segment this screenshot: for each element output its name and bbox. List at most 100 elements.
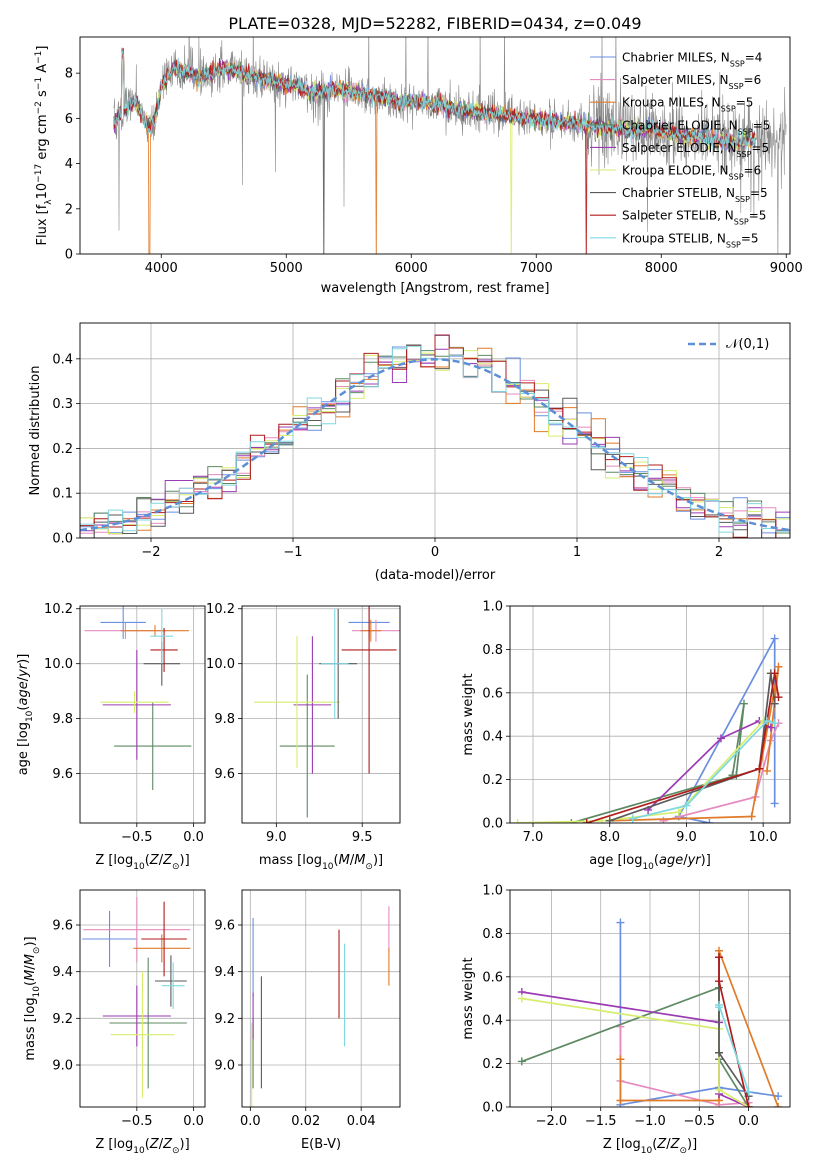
legend-n: =5 [751, 141, 769, 155]
mass-weight-marker [616, 918, 625, 927]
label-part: ( [23, 981, 38, 986]
plot-area [113, 37, 787, 254]
mass-weight-line [586, 673, 780, 823]
label-part: s [35, 90, 50, 101]
plot-area [80, 890, 205, 1107]
legend-entry: Chabrier MILES, NSSP=4 [622, 51, 762, 69]
mass-weight-marker [517, 1057, 526, 1066]
panel-mass-vs-Z: −0.5 0.09.09.29.49.6Z [log10(Z/Z⊙)]mass [… [23, 889, 206, 1156]
label-part: ⊙ [172, 862, 180, 872]
mass-weight-line [521, 997, 750, 1107]
legend-entry: Chabrier STELIB, NSSP=5 [622, 186, 768, 204]
label-part: )] [16, 654, 31, 664]
y-tick-label: 9.2 [52, 1012, 73, 1027]
x-tick-label: −0.5 [121, 1114, 153, 1129]
label-part: / [666, 1137, 671, 1152]
axes-frame [241, 889, 401, 1108]
y-tick-label: 0.6 [482, 970, 503, 985]
mass-weight-marker [744, 1103, 753, 1107]
y-tick-label: 2 [65, 202, 73, 217]
axes-frame [79, 36, 791, 255]
y-tick-label: 0.6 [482, 686, 503, 701]
y-axis-label: mass weight [461, 957, 476, 1039]
label-part: ⊙ [32, 947, 42, 955]
legend-entry: Salpeter STELIB, NSSP=5 [622, 209, 766, 227]
axes-frame [79, 322, 791, 539]
label-part: )] [23, 936, 38, 946]
mass-weight-marker [513, 819, 522, 823]
mass-weight-line [718, 957, 750, 1097]
mass-weight-marker [770, 719, 779, 728]
legend-entry: Salpeter ELODIE, NSSP=5 [622, 141, 769, 159]
y-tick-label: 0.1 [52, 487, 73, 502]
y-tick-label: 0.4 [52, 352, 73, 367]
x-tick-label: 0.0 [738, 1114, 759, 1129]
label-part: ⊙ [365, 862, 373, 872]
panel-spectrum: 4000 5000 6000 7000 8000 9000 0 2 4 6 8 wavelength … [34, 36, 803, 296]
label-part: ( [654, 853, 659, 868]
y-axis-label: mass [log10(M/M⊙)] [23, 936, 42, 1060]
label-part: 10 [32, 986, 42, 998]
mass-weight-marker [770, 634, 779, 643]
y-tick-label: 9.0 [214, 1059, 235, 1074]
x-tick-label: 7000 [520, 261, 553, 276]
label-part: Z [log [95, 853, 133, 868]
y-tick-label: 9.4 [52, 965, 73, 980]
legend-n: =5 [741, 231, 759, 245]
mass-weight-marker [582, 819, 591, 823]
x-axis-label: mass [log10(M/M⊙)] [259, 853, 383, 872]
legend-entry: Kroupa MILES, NSSP=5 [622, 96, 753, 114]
y-tick-label: 4 [65, 157, 73, 172]
plot-area [80, 606, 205, 823]
x-tick-label: 9.0 [266, 830, 287, 845]
y-tick-label: 10.2 [206, 602, 235, 617]
y-tick-label: 0.2 [482, 773, 503, 788]
mass-weight-marker [517, 994, 526, 1003]
label-part: ( [652, 1137, 657, 1152]
mass-weight-marker [747, 812, 756, 821]
label-part: −1 [34, 77, 44, 90]
y-tick-label: 0.4 [482, 1014, 503, 1029]
y-tick-label: 8 [65, 67, 73, 82]
legend-name: Salpeter ELODIE, N [622, 141, 736, 155]
mass-weight-line [609, 666, 780, 822]
label-part: A [35, 64, 50, 77]
legend-name: Salpeter STELIB, N [622, 209, 734, 223]
x-tick-label: −0.5 [121, 830, 153, 845]
mass-weight-marker [774, 662, 783, 671]
legend-sub: SSP [738, 127, 753, 136]
mass-weight-marker [616, 1096, 625, 1105]
label-part: age [659, 853, 683, 868]
mass-weight-marker [762, 717, 771, 726]
y-axis-label: age [log10(age/yr)] [16, 654, 35, 776]
label-part: 10 [322, 862, 334, 872]
x-axis-label: age [log10(age/yr)] [589, 853, 711, 872]
y-tick-label: 9.6 [214, 767, 235, 782]
label-part: Z [162, 1137, 173, 1152]
label-part: M [23, 954, 38, 965]
plot-area [80, 323, 790, 538]
mass-weight-marker [766, 723, 775, 732]
legend-name: Kroupa ELODIE, N [622, 164, 729, 178]
legend-sub: SSP [736, 149, 751, 158]
y-tick-label: 0 [65, 248, 73, 263]
mass-weight-marker [770, 699, 779, 708]
mass-weight-line [571, 703, 745, 823]
label-part: yr [16, 662, 31, 678]
figure-title: PLATE=0328, MJD=52282, FIBERID=0434, z=0… [228, 14, 641, 33]
y-tick-label: 9.6 [214, 919, 235, 934]
label-part: )] [180, 853, 190, 868]
x-tick-label: 9000 [770, 261, 803, 276]
label-part: ( [16, 706, 31, 711]
x-tick-label: 6000 [395, 261, 428, 276]
label-part: −1 [34, 51, 44, 64]
model-fit-line [113, 47, 756, 254]
x-axis-label: Z [log10(Z/Z⊙)] [95, 1137, 189, 1156]
label-part: age [16, 681, 31, 705]
mass-weight-marker [628, 814, 637, 823]
mass-weight-marker [682, 801, 691, 810]
legend-name: Chabrier ELODIE, N [622, 118, 738, 132]
legend-n: =6 [744, 73, 762, 87]
label-part: age [log [16, 722, 31, 775]
x-tick-label: 2 [715, 545, 723, 560]
